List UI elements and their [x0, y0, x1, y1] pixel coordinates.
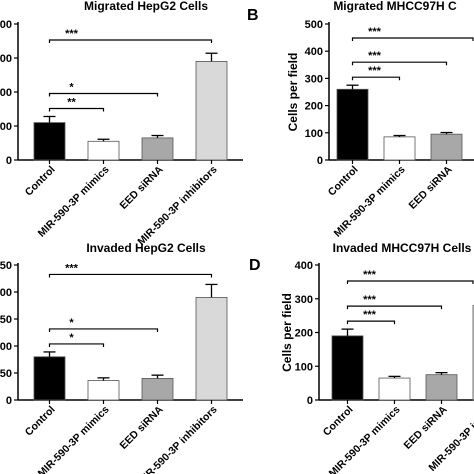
panel-letter-d: D — [249, 257, 261, 274]
y-axis-label: Cells per field — [280, 293, 294, 372]
y-tick-label: 400 — [305, 46, 323, 58]
y-tick-label: 400 — [295, 260, 313, 272]
significance-label: ** — [67, 96, 76, 108]
panel-invaded-hepg2: Invaded HepG2 Cells 0 50 100 150 200 250 Contro… — [0, 241, 243, 474]
significance-bracket — [48, 107, 105, 112]
y-tick-label: 50 — [0, 368, 12, 380]
significance-label: * — [69, 317, 74, 329]
y-tick-label: 400 — [0, 19, 12, 31]
y-tick-label: 100 — [0, 341, 12, 353]
bar — [430, 133, 463, 161]
significance-bracket — [48, 328, 159, 332]
significance-label: *** — [368, 65, 382, 77]
significance-bracket — [48, 273, 213, 278]
y-tick-label: 300 — [0, 53, 12, 65]
y-axis-label: Cells per field — [286, 53, 300, 132]
significance-bracket — [351, 37, 474, 41]
y-tick-label: 0 — [6, 155, 12, 167]
x-tick-label: Control — [321, 404, 356, 439]
bar — [195, 296, 228, 401]
significance-bracket — [346, 305, 443, 310]
bar — [141, 377, 174, 401]
y-tick-label: 0 — [317, 155, 323, 167]
chart-title: Migrated MHCC97H C — [333, 0, 457, 13]
y-tick-label: 150 — [0, 314, 12, 326]
significance-label: *** — [368, 26, 382, 38]
significance-label: *** — [363, 294, 377, 306]
chart-title: Migrated HepG2 Cells — [84, 0, 208, 13]
y-tick-label: 0 — [307, 395, 313, 407]
bar — [378, 377, 411, 401]
significance-bracket — [351, 76, 401, 81]
chart-title: Invaded MHCC97H Cells — [333, 241, 472, 255]
y-tick-label: 200 — [305, 101, 323, 113]
y-tick-label: 100 — [0, 121, 12, 133]
significance-label: * — [69, 332, 74, 344]
bar — [425, 374, 458, 401]
bar — [383, 136, 416, 161]
bar — [336, 88, 369, 161]
significance-bracket — [351, 61, 448, 66]
bar — [87, 380, 120, 401]
y-tick-label: 200 — [0, 87, 12, 99]
y-tick-label: 250 — [0, 260, 12, 272]
y-tick-label: 200 — [295, 328, 313, 340]
significance-bracket — [48, 92, 159, 97]
bar — [141, 137, 174, 161]
x-tick-label: EED siRNA — [118, 403, 166, 451]
significance-bracket — [48, 343, 105, 347]
y-tick-label: 100 — [295, 361, 313, 373]
y-tick-label: 300 — [305, 73, 323, 85]
significance-label: *** — [65, 28, 79, 40]
panel-letter-b: B — [247, 7, 259, 24]
bar — [33, 356, 66, 401]
x-tick-label: Control — [326, 164, 361, 199]
x-tick-label: EED siRNA — [407, 163, 455, 211]
significance-label: * — [69, 81, 74, 93]
y-tick-label: 0 — [6, 395, 12, 407]
x-tick-label: EED siRNA — [402, 403, 450, 451]
x-tick-label: Control — [23, 404, 58, 439]
y-tick-label: 200 — [0, 287, 12, 299]
panel-migrated-mhcc97h: Migrated MHCC97H C Cells per field 0 100 200… — [286, 0, 474, 240]
significance-bracket — [346, 320, 396, 325]
significance-label: *** — [368, 50, 382, 62]
chart-title: Invaded HepG2 Cells — [86, 241, 206, 255]
y-tick-label: 500 — [305, 19, 323, 31]
significance-bracket — [48, 39, 213, 43]
x-tick-label: EED siRNA — [118, 163, 166, 211]
x-tick-label: Control — [23, 164, 58, 199]
y-tick-label: 100 — [305, 128, 323, 140]
panel-migrated-hepg2: Migrated HepG2 Cells 0 100 200 300 400 Control… — [0, 0, 243, 248]
y-tick-label: 300 — [295, 294, 313, 306]
bar — [195, 61, 228, 161]
bar — [331, 335, 364, 401]
bar — [87, 140, 120, 161]
significance-label: *** — [363, 309, 377, 321]
significance-label: *** — [65, 262, 79, 274]
significance-bracket — [346, 280, 474, 284]
significance-label: *** — [363, 269, 377, 281]
bar — [33, 122, 66, 161]
panel-invaded-mhcc97h: Invaded MHCC97H Cells Cells per field 0 100… — [280, 241, 474, 474]
